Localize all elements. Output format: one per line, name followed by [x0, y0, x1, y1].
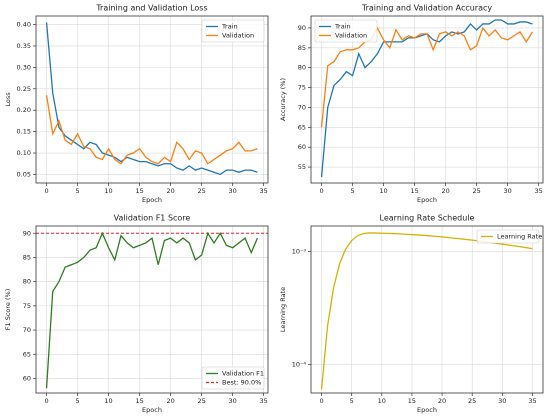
plot-frame	[35, 15, 269, 184]
legend-label: Train	[221, 23, 238, 31]
y-tick-label: 70	[23, 326, 31, 334]
x-tick-label: 5	[75, 397, 79, 405]
x-tick-label: 15	[135, 397, 143, 405]
chart-title: Training and Validation Accuracy	[361, 4, 493, 13]
y-tick-label: 85	[298, 44, 306, 52]
y-tick-label: 0.35	[17, 42, 31, 50]
chart-panel: Validation F1 Score Epoch F1 Score (%) 0 5 10…	[4, 214, 269, 414]
x-tick-label: 0	[319, 187, 323, 195]
x-axis-label: Epoch	[142, 196, 162, 204]
y-tick-label: 80	[298, 64, 306, 72]
series-line	[45, 22, 258, 176]
series-line	[320, 232, 533, 390]
y-tick-label: 75	[298, 84, 306, 92]
x-tick-label: 30	[498, 397, 506, 405]
chart-title: Validation F1 Score	[114, 214, 191, 223]
x-tick-label: 30	[229, 187, 237, 195]
legend-label: Best: 90.0%	[222, 379, 261, 387]
x-tick-label: 15	[410, 187, 418, 195]
chart-panel: Training and Validation Accuracy Epoch Acc…	[279, 4, 544, 204]
y-tick-label: 90	[298, 24, 306, 32]
y-axis-label: F1 Score (%)	[4, 289, 12, 330]
x-tick-label: 20	[438, 397, 446, 405]
y-tick-label: 0.10	[17, 149, 31, 157]
chart-title: Training and Validation Loss	[95, 4, 207, 13]
y-tick-label: 0.15	[17, 128, 31, 136]
legend-box	[201, 19, 265, 43]
y-tick-label: 0.30	[17, 63, 31, 71]
x-tick-label: 10	[378, 397, 386, 405]
series-line	[45, 95, 258, 165]
plot-frame	[35, 225, 269, 394]
x-tick-label: 10	[379, 187, 387, 195]
x-tick-label: 25	[197, 397, 205, 405]
series-line	[320, 26, 534, 128]
x-axis-label: Epoch	[417, 406, 437, 414]
x-tick-label: 20	[166, 397, 174, 405]
legend-box	[201, 366, 265, 390]
y-tick-label: 65	[23, 350, 31, 358]
x-tick-label: 0	[319, 397, 323, 405]
x-tick-label: 25	[197, 187, 205, 195]
y-tick-label: 60	[298, 143, 306, 151]
x-axis-label: Epoch	[417, 196, 437, 204]
plot-frame	[310, 225, 544, 394]
y-tick-label: 60	[23, 374, 31, 382]
x-tick-label: 35	[535, 187, 543, 195]
chart-panel: Training and Validation Loss Epoch Loss 0 5 1…	[4, 4, 269, 204]
y-tick-label: 0.20	[17, 106, 31, 114]
x-tick-label: 5	[75, 187, 79, 195]
legend-label: Learning Rate	[497, 233, 542, 241]
x-tick-label: 25	[472, 187, 480, 195]
y-tick-label: 10⁻³	[292, 247, 307, 255]
y-tick-label: 85	[23, 253, 31, 261]
x-tick-label: 15	[408, 397, 416, 405]
x-tick-label: 10	[104, 397, 112, 405]
y-tick-label: 55	[298, 163, 306, 171]
x-axis-label: Epoch	[142, 406, 162, 414]
y-tick-label: 0.05	[17, 170, 31, 178]
chart-title: Learning Rate Schedule	[380, 214, 475, 223]
y-tick-label: 65	[298, 123, 306, 131]
y-axis-label: Learning Rate	[279, 287, 287, 332]
y-tick-label: 80	[23, 278, 31, 286]
x-tick-label: 0	[44, 397, 48, 405]
x-tick-label: 30	[229, 397, 237, 405]
y-tick-label: 75	[23, 302, 31, 310]
x-tick-label: 5	[350, 397, 354, 405]
legend-label: Validation	[222, 32, 254, 40]
x-tick-label: 35	[528, 397, 536, 405]
x-tick-label: 35	[260, 187, 268, 195]
legend-label: Train	[334, 23, 351, 31]
legend-label: Validation F1	[222, 370, 264, 378]
y-tick-label: 70	[298, 103, 306, 111]
x-tick-label: 20	[441, 187, 449, 195]
x-tick-label: 30	[504, 187, 512, 195]
legend-box	[314, 19, 378, 43]
x-tick-label: 5	[350, 187, 354, 195]
x-tick-label: 0	[44, 187, 48, 195]
x-tick-label: 10	[104, 187, 112, 195]
x-tick-label: 25	[468, 397, 476, 405]
legend-box	[476, 229, 540, 244]
plot-frame	[310, 15, 544, 184]
y-tick-label: 10⁻⁴	[292, 361, 307, 369]
legend-label: Validation	[335, 32, 367, 40]
y-tick-label: 90	[23, 229, 31, 237]
y-tick-label: 0.25	[17, 85, 31, 93]
chart-panel: Learning Rate Schedule Epoch Learning Rate…	[279, 214, 544, 414]
y-axis-label: Accuracy (%)	[279, 78, 287, 121]
x-tick-label: 35	[260, 397, 268, 405]
series-line	[320, 19, 533, 178]
x-tick-label: 15	[135, 187, 143, 195]
y-tick-label: 0.40	[17, 21, 31, 29]
series-line	[45, 231, 259, 389]
x-tick-label: 20	[166, 187, 174, 195]
y-axis-label: Loss	[4, 92, 12, 107]
